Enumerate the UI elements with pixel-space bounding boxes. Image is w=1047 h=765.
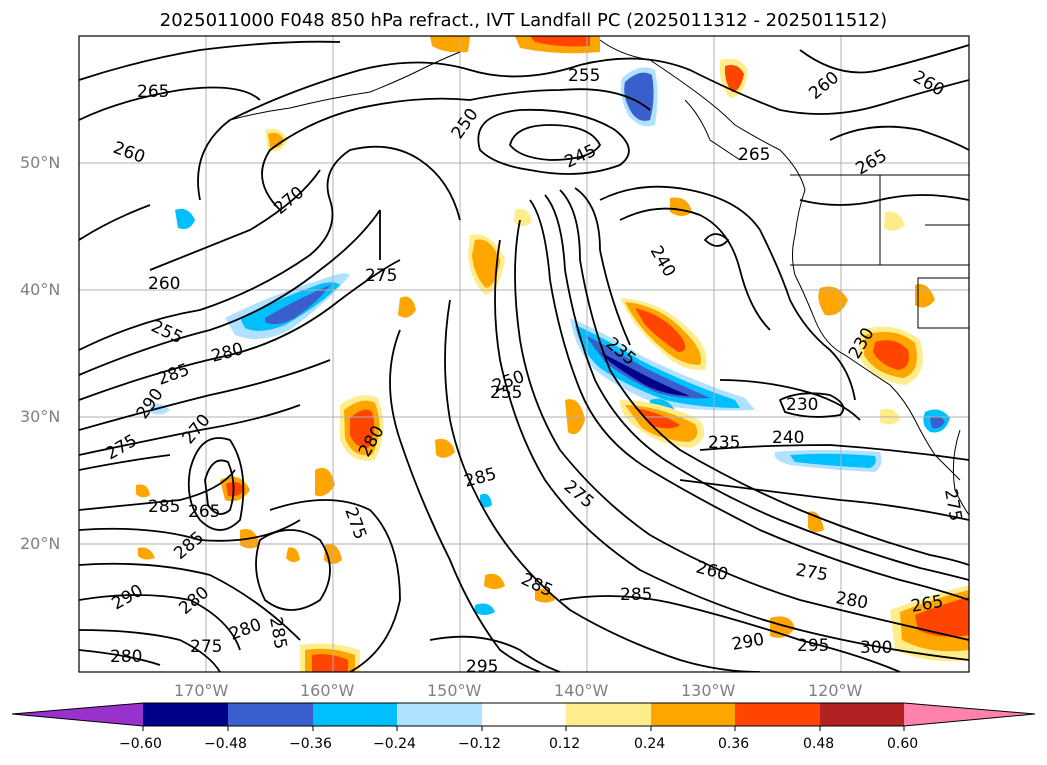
colorbar-tick-label: −0.24 bbox=[373, 736, 416, 752]
map-gridlines bbox=[79, 36, 969, 672]
lon-label: 130°W bbox=[681, 681, 736, 700]
colorbar bbox=[11, 702, 1036, 731]
colorbar-tick-label: 0.24 bbox=[634, 736, 666, 752]
lon-label: 140°W bbox=[554, 681, 609, 700]
colorbar-segment bbox=[651, 703, 735, 726]
colorbar-extend-high bbox=[904, 703, 1035, 726]
contour-label: 255 bbox=[490, 383, 522, 403]
lon-label: 120°W bbox=[808, 681, 863, 700]
contour-label: 285 bbox=[148, 497, 180, 517]
contour-label: 265 bbox=[738, 145, 770, 165]
colorbar-tick-label: 0.12 bbox=[549, 736, 581, 752]
colorbar-segment bbox=[143, 703, 228, 726]
coastlines bbox=[229, 39, 969, 516]
lat-label: 30°N bbox=[20, 407, 61, 426]
contour-label: 275 bbox=[190, 637, 222, 657]
colorbar-segment bbox=[735, 703, 820, 726]
colorbar-tick-label: 0.36 bbox=[718, 736, 750, 752]
contour-label: 295 bbox=[797, 636, 829, 656]
colorbar-tick-label: −0.60 bbox=[119, 736, 162, 752]
contour-label: 300 bbox=[860, 638, 892, 658]
colorbar-tick-label: −0.36 bbox=[289, 736, 332, 752]
lon-label: 150°W bbox=[427, 681, 482, 700]
contour-label: 265 bbox=[137, 82, 169, 102]
contour-label: 255 bbox=[568, 66, 600, 86]
colorbar-tick-label: −0.12 bbox=[458, 736, 501, 752]
colorbar-segment bbox=[397, 703, 482, 726]
contour-label: 280 bbox=[110, 647, 142, 667]
contour-label: 260 bbox=[148, 274, 180, 294]
lon-label: 170°W bbox=[174, 681, 229, 700]
contour-label: 275 bbox=[365, 266, 397, 286]
colorbar-segment bbox=[228, 703, 313, 726]
colorbar-extend-low bbox=[12, 703, 143, 726]
lon-label: 160°W bbox=[300, 681, 355, 700]
contour-label: 285 bbox=[620, 585, 652, 605]
colorbar-segment bbox=[313, 703, 397, 726]
lat-label: 50°N bbox=[20, 153, 61, 172]
colorbar-segment bbox=[566, 703, 651, 726]
contour-label: 230 bbox=[786, 395, 818, 415]
lat-label: 20°N bbox=[20, 534, 61, 553]
colorbar-segment bbox=[820, 703, 904, 726]
colorbar-tick-label: −0.48 bbox=[204, 736, 247, 752]
contour-label: 235 bbox=[708, 433, 740, 453]
map-frame bbox=[78, 35, 970, 673]
contour-label: 265 bbox=[188, 502, 220, 522]
colorbar-segment bbox=[482, 703, 566, 726]
lat-label: 40°N bbox=[20, 280, 61, 299]
colorbar-tick-label: 0.60 bbox=[887, 736, 919, 752]
map-title: 2025011000 F048 850 hPa refract., IVT La… bbox=[159, 10, 888, 31]
colorbar-tick-label: 0.48 bbox=[803, 736, 835, 752]
contour-label: 295 bbox=[466, 657, 498, 677]
contour-label: 240 bbox=[772, 428, 804, 448]
contour-lines bbox=[79, 40, 969, 672]
